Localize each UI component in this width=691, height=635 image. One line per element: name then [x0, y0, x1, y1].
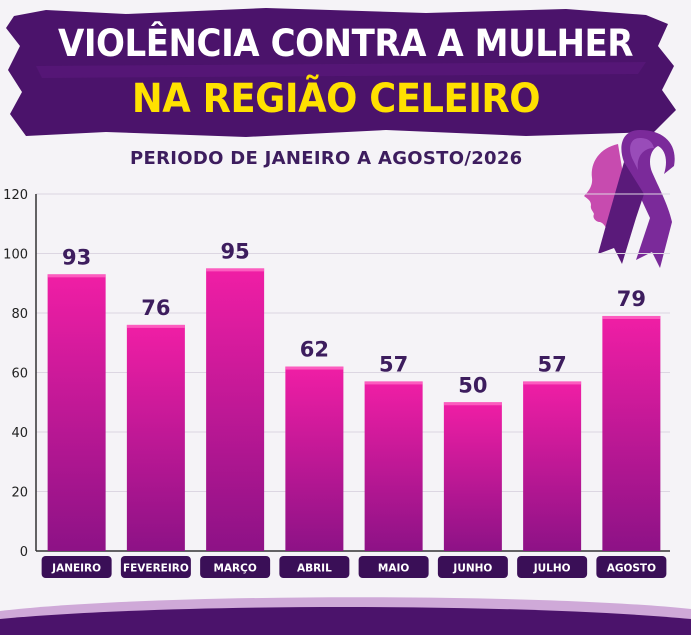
x-tick-label: JULHO [533, 563, 571, 575]
category-badge: ABRIL [279, 556, 350, 578]
bar-highlight [443, 402, 502, 406]
bar [126, 324, 185, 551]
bar-highlight [206, 268, 265, 272]
value-label: 95 [221, 239, 250, 263]
x-tick-label: MAIO [378, 563, 409, 575]
y-tick-label: 40 [11, 426, 28, 441]
bar-highlight [523, 381, 582, 385]
bar-highlight [364, 381, 423, 385]
bar-highlight [602, 315, 661, 319]
category-badge-bg [279, 556, 350, 578]
title-banner [6, 8, 676, 137]
category-badge-bg [200, 556, 271, 578]
x-tick-label: ABRIL [297, 563, 332, 575]
bottom-decoration [0, 597, 691, 635]
category-badge: JULHO [517, 556, 588, 578]
x-tick-label: JANEIRO [51, 563, 101, 575]
bar [523, 381, 582, 551]
value-label: 62 [300, 338, 329, 362]
bar [285, 366, 344, 551]
title-line-1: VIOLÊNCIA CONTRA A MULHER [57, 22, 634, 65]
value-label: 50 [458, 373, 487, 397]
x-tick-label: FEVEREIRO [123, 563, 189, 575]
category-badge-bg [437, 556, 508, 578]
category-badge-bg [517, 556, 588, 578]
x-tick-label: AGOSTO [607, 563, 656, 575]
value-label: 93 [62, 245, 91, 269]
bar [47, 274, 106, 551]
y-tick-label: 100 [3, 248, 28, 263]
bar-highlight [126, 324, 185, 328]
bar-rect [602, 315, 661, 551]
bar-rect [523, 381, 582, 551]
value-label: 79 [617, 287, 646, 311]
category-badge: JANEIRO [41, 556, 112, 578]
category-badge-bg [41, 556, 112, 578]
category-badge: MARÇO [200, 556, 271, 578]
category-badge: FEVEREIRO [120, 556, 191, 578]
x-tick-label: MARÇO [213, 563, 256, 575]
title-line-2: NA REGIÃO CELEIRO [131, 76, 541, 122]
label-layer: 93 76 95 62 57 50 57 79 [62, 239, 646, 397]
category-badge: MAIO [358, 556, 429, 578]
x-tick-label: JUNHO [452, 563, 492, 575]
bar-rect [206, 268, 265, 551]
category-badge-bg [120, 556, 191, 578]
y-tick-label: 120 [3, 188, 28, 203]
bar [364, 381, 423, 551]
bar-rect [47, 274, 106, 551]
category-badge: AGOSTO [596, 556, 667, 578]
value-label: 57 [379, 352, 408, 376]
bar-rect [364, 381, 423, 551]
value-label: 76 [141, 296, 170, 320]
chart-subtitle: PERIODO DE JANEIRO A AGOSTO/2026 [130, 148, 523, 169]
y-tick-label: 20 [11, 486, 28, 501]
bar [206, 268, 265, 551]
category-layer: JANEIRO FEVEREIRO MARÇO ABRIL MAIO JUNHO JULHO… [41, 556, 667, 578]
bar-rect [443, 402, 502, 551]
category-badge-bg [358, 556, 429, 578]
bar [602, 315, 661, 551]
bar-rect [126, 324, 185, 551]
category-badge: JUNHO [437, 556, 508, 578]
bar-highlight [47, 274, 106, 278]
bar-rect [285, 366, 344, 551]
bar-layer [47, 268, 661, 551]
bar-highlight [285, 366, 344, 370]
y-tick-label: 80 [11, 307, 28, 322]
y-tick-label: 60 [11, 367, 28, 382]
value-label: 57 [538, 352, 567, 376]
y-tick-label: 0 [20, 545, 28, 560]
bar [443, 402, 502, 551]
category-badge-bg [596, 556, 667, 578]
